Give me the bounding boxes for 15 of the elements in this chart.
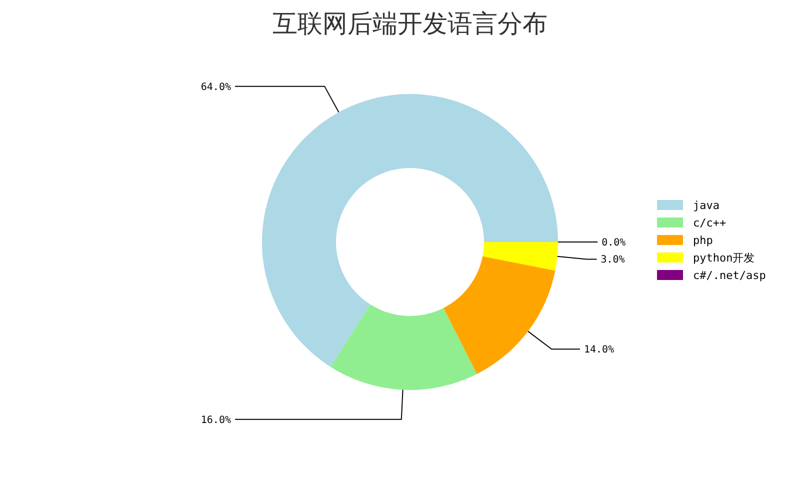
data-label: 3.0%	[600, 254, 625, 266]
legend-label: java	[693, 199, 720, 212]
donut-slice	[330, 304, 477, 390]
legend-label: php	[693, 234, 713, 247]
donut-slice	[262, 94, 558, 367]
text: 0.0%	[602, 238, 626, 248]
legend-label: c#/.net/asp	[693, 269, 766, 282]
data-label: 16.0%	[200, 414, 231, 426]
donut-slice	[482, 242, 558, 271]
chart-title: 互联网后端开发语言分布	[272, 9, 548, 38]
legend-label: python开发	[693, 252, 755, 264]
data-label: 14.0%	[584, 344, 614, 356]
donut-slice	[443, 256, 556, 374]
legend-label: c/c++	[693, 216, 726, 230]
data-label: 64.0%	[200, 82, 231, 93]
